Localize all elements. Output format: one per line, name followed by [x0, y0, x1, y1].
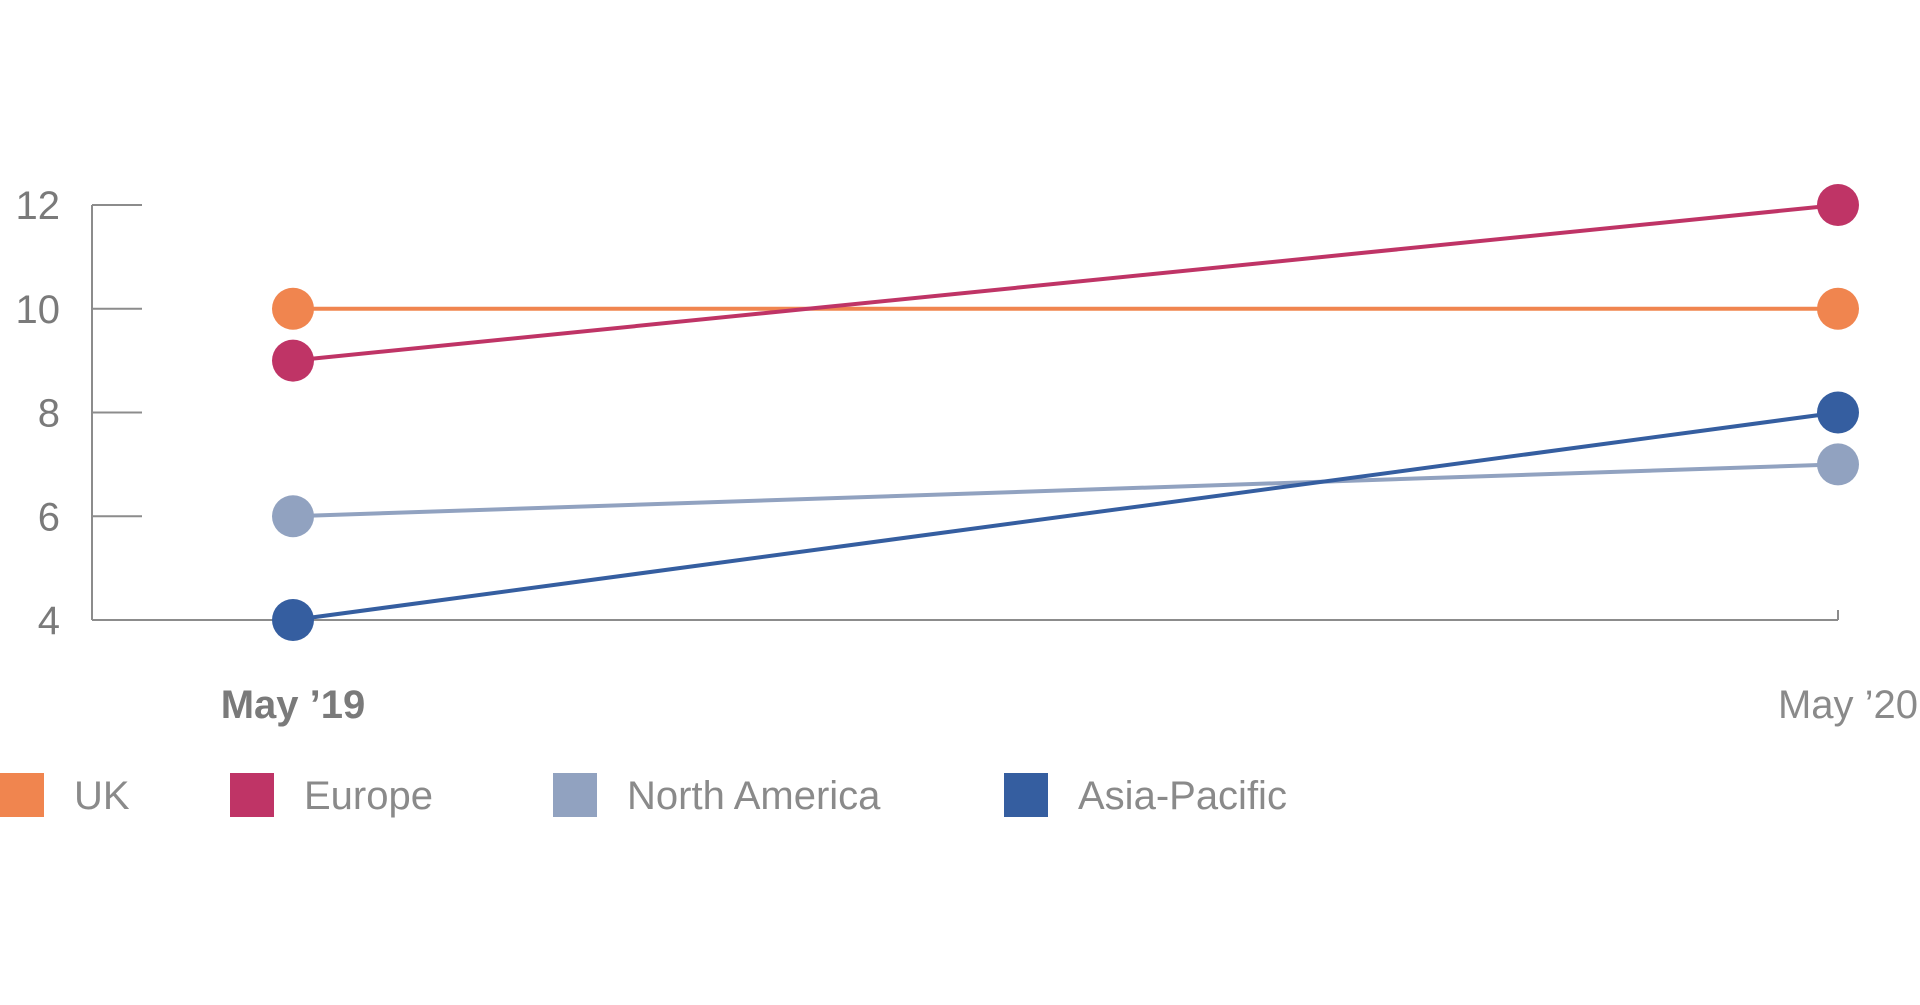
series-line-europe	[292, 203, 1839, 363]
series-points	[272, 184, 1859, 641]
y-tick-label-6: 6	[38, 495, 60, 539]
point-uk-0	[272, 287, 314, 330]
chart-axes	[91, 205, 1839, 621]
series-line-north-america	[292, 462, 1839, 519]
point-asia-pacific-0	[272, 599, 314, 641]
point-asia-pacific-1	[1817, 391, 1859, 434]
x-tick-label-may-20: May ’20	[1778, 683, 1918, 727]
y-tick-label-8: 8	[38, 392, 60, 436]
legend-label-uk: UK	[74, 774, 130, 818]
x-tick-label-may-19: May ’19	[221, 683, 366, 727]
legend-swatch-europe	[230, 773, 274, 817]
point-north-america-0	[272, 495, 314, 538]
legend-swatch-north-america	[553, 773, 597, 817]
y-tick-label-12: 12	[16, 184, 61, 228]
point-uk-1	[1817, 287, 1859, 330]
y-tick-label-10: 10	[16, 288, 61, 332]
point-europe-0	[272, 339, 314, 382]
legend-swatch-asia-pacific	[1004, 773, 1048, 817]
legend-swatch-uk	[0, 773, 44, 817]
legend: UK Europe North America Asia-Pacific	[0, 773, 1287, 818]
y-tick-label-4: 4	[38, 599, 60, 643]
legend-label-asia-pacific: Asia-Pacific	[1078, 774, 1287, 818]
y-axis-ticks: 4 6 8 10 12	[16, 184, 142, 643]
legend-label-europe: Europe	[304, 774, 433, 818]
series-lines	[292, 203, 1839, 622]
legend-label-north-america: North America	[627, 774, 881, 818]
point-europe-1	[1817, 184, 1859, 226]
series-line-asia-pacific	[292, 410, 1839, 622]
point-north-america-1	[1817, 443, 1859, 486]
x-axis-labels: May ’19 May ’20	[221, 683, 1918, 727]
